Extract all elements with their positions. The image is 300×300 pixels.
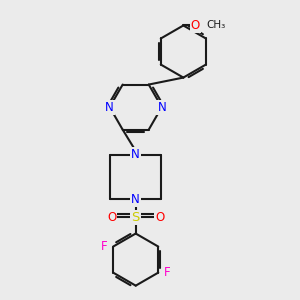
- Text: CH₃: CH₃: [206, 20, 226, 31]
- Text: O: O: [191, 19, 200, 32]
- Text: N: N: [131, 193, 140, 206]
- Text: O: O: [155, 211, 164, 224]
- Text: N: N: [105, 100, 114, 114]
- Text: S: S: [131, 211, 140, 224]
- Text: F: F: [101, 240, 108, 253]
- Text: N: N: [158, 100, 166, 114]
- Text: N: N: [131, 148, 140, 161]
- Text: F: F: [164, 266, 170, 279]
- Text: O: O: [107, 211, 116, 224]
